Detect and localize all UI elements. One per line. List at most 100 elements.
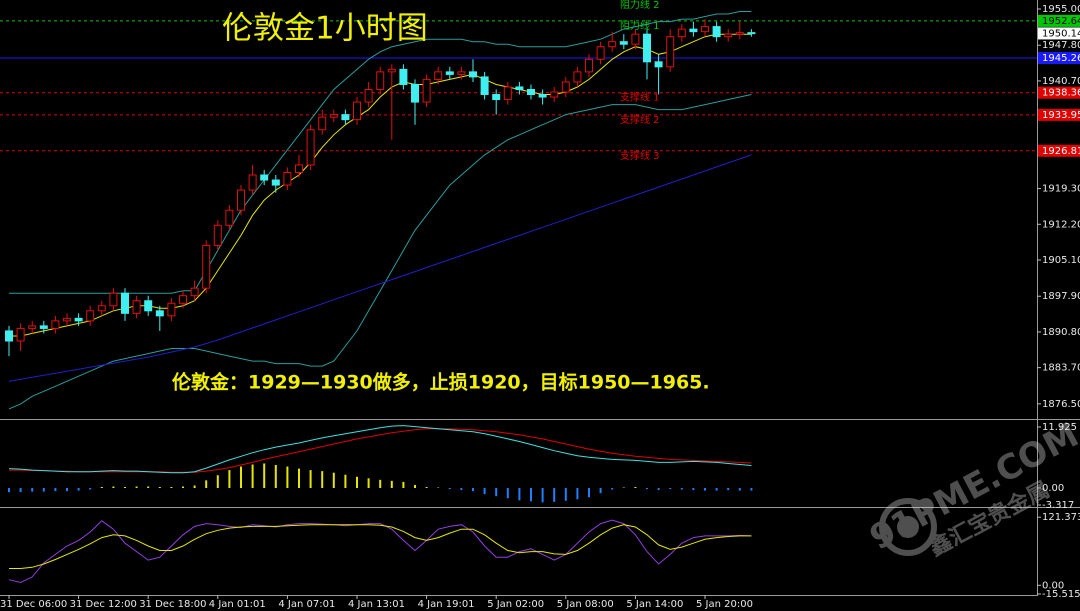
x-tick-label: 31 Dec 18:00 [139,599,206,610]
candle-body [677,28,686,38]
candle-body [248,174,257,191]
level-price-label: 1952.64 [1042,16,1080,27]
candle-body [144,300,153,312]
last-price-box [1038,27,1080,40]
watermark-logo [879,498,937,556]
candle-body [631,33,640,45]
x-tick-label: 4 Jan 19:01 [418,599,475,610]
candle-body [16,327,25,342]
x-tick-label: 4 Jan 13:01 [348,599,405,610]
candle-body [422,78,431,103]
candle-body [179,295,187,304]
level-price-box [1038,144,1080,157]
candle-body [132,300,141,314]
y-tick-label: 11.925 [1042,422,1077,433]
level-price-box [1038,14,1080,27]
candle-body [527,88,535,96]
series-line [8,94,752,410]
level-price-label: 1945.26 [1042,53,1080,64]
candle-body [376,71,385,90]
level-price-label: 1933.95 [1042,110,1080,121]
candle-body [364,88,373,103]
candle-body [51,320,60,329]
candle-body [469,71,477,78]
level-price-label: 1938.36 [1042,88,1080,99]
level-price-box [1038,108,1080,121]
level-text: 支撑线 1 [620,91,660,104]
candle-body [202,244,211,289]
candle-body [434,71,443,80]
candle-body [712,26,721,38]
series-line [9,524,752,569]
candle-body [190,287,199,297]
y-tick-label: 1947.80 [1042,40,1080,51]
series-line [8,425,752,474]
series-line [9,11,752,294]
y-tick-label: -3.317 [1042,500,1074,511]
candle-body [654,61,663,68]
candle-body [619,41,628,45]
candle-body [341,114,350,121]
level-text: 支撑线 2 [620,113,660,126]
y-tick-label: 1876.50 [1042,399,1080,410]
x-tick-label: 5 Jan 20:00 [696,599,753,610]
candle-body [573,71,582,83]
candle-body [457,71,466,75]
candle-body [121,292,129,314]
candle-body [295,164,303,173]
candle-body [97,305,106,312]
candle-body [213,224,222,246]
candle-body [387,68,396,73]
level-text: 支撑线 3 [620,149,660,162]
candle-body [74,317,83,322]
candle-body [701,26,709,33]
series-line [8,519,752,584]
candle-body [643,33,651,63]
y-tick-label: 1919.30 [1042,184,1080,195]
candle-body [271,179,280,186]
y-tick-label: 0.00 [1042,580,1064,591]
candle-body [515,86,524,90]
candle-body [5,330,13,342]
x-tick-label: 4 Jan 07:01 [278,599,335,610]
last-price-label: 1950.14 [1042,28,1080,39]
candle-body [63,317,71,322]
annotation: 伦敦金：1929—1930做多，止损1920，目标1950—1965. [172,371,710,394]
series-line [8,154,752,382]
x-tick-label: 4 Jan 01:01 [209,599,266,610]
candle-body [399,68,408,85]
candle-body [86,310,95,322]
candle-body [480,76,489,96]
series-line [9,428,752,473]
chart-title: 伦敦金1小时图 [222,11,428,47]
candle-body [329,114,338,118]
candle-body [353,101,361,121]
x-tick-label: 5 Jan 08:00 [557,599,614,610]
candle-body [167,302,176,317]
candle-body [109,292,118,307]
level-price-box [1038,86,1080,99]
candle-body [608,41,617,48]
candle-body [550,91,559,98]
candle-body [735,32,744,35]
candle-body [747,32,756,35]
y-tick-label: 1897.90 [1042,291,1080,302]
watermark-logo [897,516,919,538]
candle-body [39,325,48,329]
candle-body [260,174,269,181]
candle-body [306,129,315,166]
x-tick-label: 31 Dec 06:00 [0,599,67,610]
y-tick-label: 0.00 [1042,483,1064,494]
candle-body [561,81,570,93]
y-tick-label: 1883.70 [1042,363,1080,374]
y-tick-label: 1955.00 [1042,4,1080,15]
candle-body [492,94,501,101]
y-tick-label: 1940.70 [1042,76,1080,87]
candle-body [689,28,698,33]
candle-body [724,33,733,38]
x-tick-label: 31 Dec 12:00 [70,599,137,610]
x-tick-label: 5 Jan 14:00 [626,599,683,610]
